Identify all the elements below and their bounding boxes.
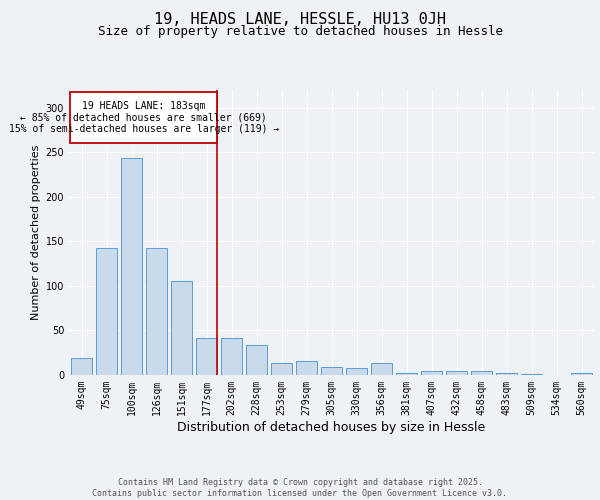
Bar — [371, 362, 392, 375]
Bar — [396, 373, 417, 375]
Bar — [171, 280, 192, 375]
Bar — [296, 361, 317, 375]
Bar — [196, 338, 217, 375]
Bar — [121, 158, 142, 375]
Bar — [571, 373, 592, 375]
Bar — [521, 374, 542, 375]
Bar — [71, 358, 92, 375]
Bar — [496, 373, 517, 375]
Bar — [221, 338, 242, 375]
Bar — [146, 248, 167, 375]
Y-axis label: Number of detached properties: Number of detached properties — [31, 145, 41, 320]
Text: 19, HEADS LANE, HESSLE, HU13 0JH: 19, HEADS LANE, HESSLE, HU13 0JH — [154, 12, 446, 28]
Bar — [271, 362, 292, 375]
FancyBboxPatch shape — [70, 92, 217, 144]
Bar — [346, 368, 367, 375]
X-axis label: Distribution of detached houses by size in Hessle: Distribution of detached houses by size … — [178, 420, 485, 434]
Bar — [321, 367, 342, 375]
Bar — [96, 248, 117, 375]
Bar — [246, 344, 267, 375]
Text: 19 HEADS LANE: 183sqm
← 85% of detached houses are smaller (669)
15% of semi-det: 19 HEADS LANE: 183sqm ← 85% of detached … — [8, 101, 279, 134]
Text: Size of property relative to detached houses in Hessle: Size of property relative to detached ho… — [97, 25, 503, 38]
Bar — [471, 372, 492, 375]
Text: Contains HM Land Registry data © Crown copyright and database right 2025.
Contai: Contains HM Land Registry data © Crown c… — [92, 478, 508, 498]
Bar — [421, 370, 442, 375]
Bar — [446, 370, 467, 375]
